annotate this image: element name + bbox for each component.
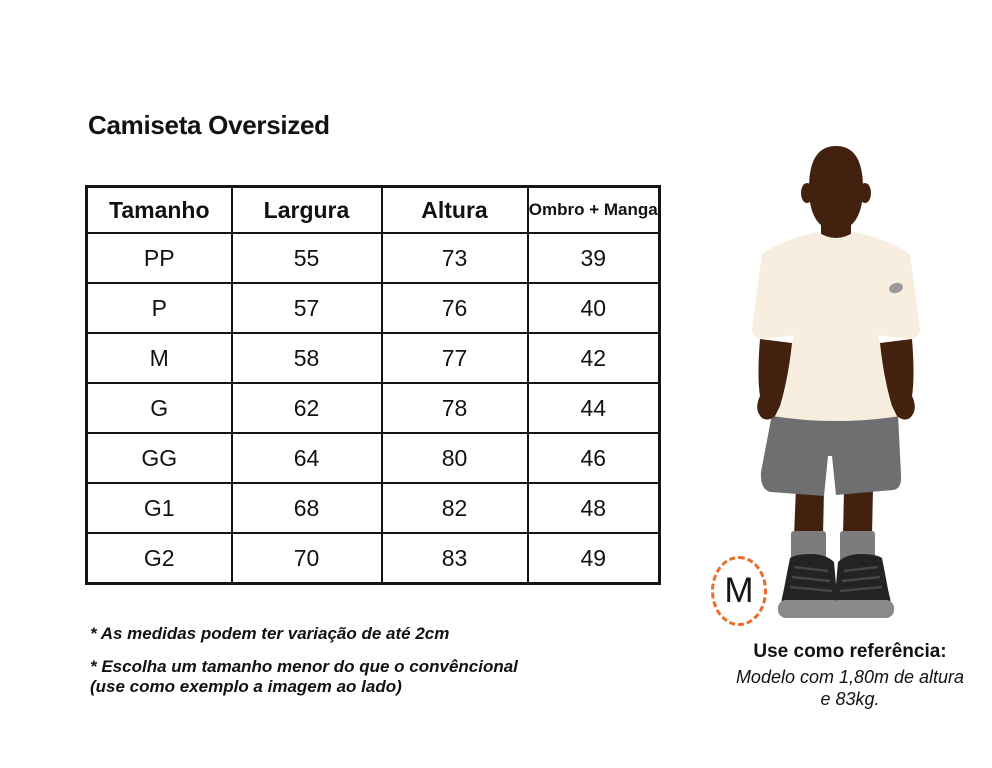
header-altura: Altura [380, 185, 529, 234]
right-sneaker [830, 554, 894, 618]
cell-altura: 83 [380, 532, 529, 585]
model-shorts [760, 414, 902, 496]
cell-ombro-manga: 49 [526, 532, 661, 585]
footnotes: * As medidas podem ter variação de até 2… [90, 624, 610, 697]
model-left-arm [757, 339, 792, 420]
table-row: GG 64 80 46 [85, 432, 661, 484]
table-row: G1 68 82 48 [85, 482, 661, 534]
size-badge: M [711, 556, 767, 626]
footnote-size-advice: * Escolha um tamanho menor do que o conv… [90, 657, 610, 697]
size-badge-label: M [724, 571, 754, 610]
table-row: G 62 78 44 [85, 382, 661, 434]
cell-size: P [85, 282, 233, 334]
cell-ombro-manga: 44 [526, 382, 661, 434]
footnote-variation: * As medidas podem ter variação de até 2… [90, 624, 450, 643]
cell-size: GG [85, 432, 233, 484]
cell-altura: 80 [380, 432, 529, 484]
cell-largura: 68 [230, 482, 383, 534]
model-illustration [752, 146, 920, 618]
cell-altura: 82 [380, 482, 529, 534]
cell-ombro-manga: 40 [526, 282, 661, 334]
table-row: G2 70 83 49 [85, 532, 661, 585]
footnote-size-advice-line2: (use como exemplo a imagem ao lado) [90, 677, 402, 696]
header-tamanho: Tamanho [85, 185, 233, 234]
reference-block: Use como referência: Modelo com 1,80m de… [728, 641, 972, 710]
model-head [801, 146, 871, 230]
cell-ombro-manga: 46 [526, 432, 661, 484]
cell-largura: 64 [230, 432, 383, 484]
cell-largura: 55 [230, 232, 383, 284]
cell-largura: 58 [230, 332, 383, 384]
table-row: M 58 77 42 [85, 332, 661, 384]
model-right-arm [880, 339, 915, 420]
size-table-header: Tamanho Largura Altura Ombro + Manga [85, 185, 661, 234]
cell-altura: 77 [380, 332, 529, 384]
cell-altura: 76 [380, 282, 529, 334]
cell-size: G1 [85, 482, 233, 534]
cell-ombro-manga: 39 [526, 232, 661, 284]
cell-size: G2 [85, 532, 233, 585]
cell-largura: 62 [230, 382, 383, 434]
cell-size: PP [85, 232, 233, 284]
footnote-size-advice-line1: * Escolha um tamanho menor do que o conv… [90, 657, 518, 676]
cell-largura: 57 [230, 282, 383, 334]
left-sneaker [778, 554, 842, 618]
reference-line1: Modelo com 1,80m de altura [735, 667, 965, 687]
table-row: P 57 76 40 [85, 282, 661, 334]
model-left-leg [794, 488, 824, 536]
table-row: PP 55 73 39 [85, 232, 661, 284]
cell-largura: 70 [230, 532, 383, 585]
size-table: Tamanho Largura Altura Ombro + Manga PP … [85, 185, 661, 585]
cell-ombro-manga: 42 [526, 332, 661, 384]
cell-size: G [85, 382, 233, 434]
cell-ombro-manga: 48 [526, 482, 661, 534]
table-header-row: Tamanho Largura Altura Ombro + Manga [85, 185, 661, 234]
cell-altura: 78 [380, 382, 529, 434]
model-right-leg [843, 488, 873, 536]
model-tshirt [752, 232, 920, 421]
header-ombro-manga: Ombro + Manga [526, 185, 661, 234]
reference-heading: Use como referência: [753, 641, 947, 662]
header-largura: Largura [230, 185, 383, 234]
page-title: Camiseta Oversized [88, 110, 330, 140]
cell-altura: 73 [380, 232, 529, 284]
size-table-body: PP 55 73 39 P 57 76 40 M 58 77 42 G 62 7… [85, 232, 661, 585]
sleeve-logo [889, 282, 903, 294]
cell-size: M [85, 332, 233, 384]
reference-line2: e 83kg. [820, 689, 880, 709]
